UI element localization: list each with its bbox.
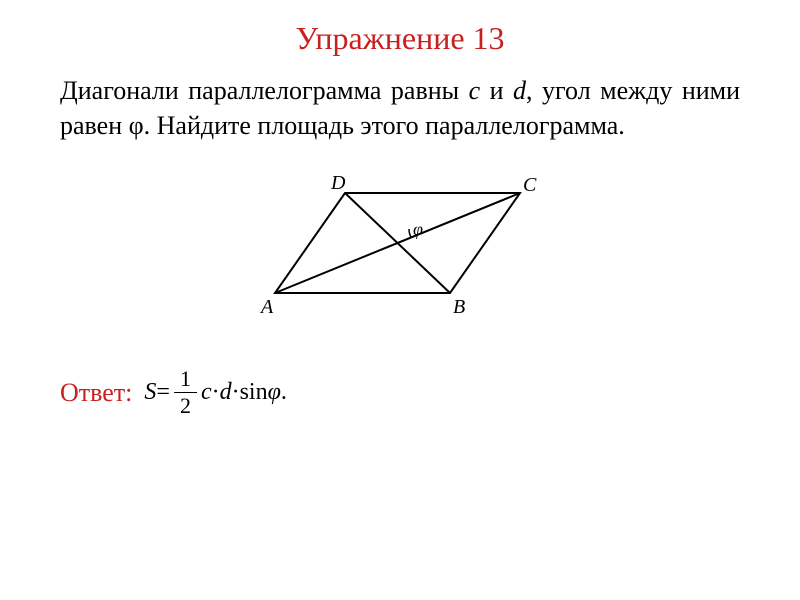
fraction-denominator: 2 <box>174 393 197 417</box>
label-d: D <box>330 173 346 194</box>
problem-text-2: и <box>480 76 513 105</box>
formula-c: c <box>201 379 212 406</box>
formula-dot2: · <box>232 379 240 406</box>
formula-eq: = <box>156 379 170 406</box>
label-b: B <box>453 296 465 318</box>
label-a: A <box>259 296 274 318</box>
label-phi: φ <box>413 219 423 239</box>
parallelogram-diagram: A B C D φ <box>235 173 565 328</box>
exercise-title: Упражнение 13 <box>60 20 740 57</box>
answer-row: Ответ: S = 1 2 c · d · sin φ . <box>60 368 740 417</box>
fraction-numerator: 1 <box>174 368 197 393</box>
diagonal-bd <box>345 193 450 293</box>
formula-dot1: · <box>212 379 220 406</box>
label-c: C <box>523 174 537 196</box>
variable-c: c <box>469 76 481 105</box>
formula-phi: φ <box>268 379 281 406</box>
formula-period: . <box>281 379 287 406</box>
problem-text-1: Диагонали параллелограмма равны <box>60 76 469 105</box>
answer-label: Ответ: <box>60 378 132 408</box>
problem-statement: Диагонали параллелограмма равны c и d, у… <box>60 73 740 143</box>
answer-formula: S = 1 2 c · d · sin φ . <box>144 368 287 417</box>
variable-d: d <box>513 76 526 105</box>
formula-fraction: 1 2 <box>174 368 197 417</box>
formula-sin: sin <box>240 379 268 406</box>
angle-arc <box>409 229 411 237</box>
formula-s: S <box>144 379 156 406</box>
formula-d: d <box>220 379 232 406</box>
diagram-container: A B C D φ <box>60 173 740 328</box>
